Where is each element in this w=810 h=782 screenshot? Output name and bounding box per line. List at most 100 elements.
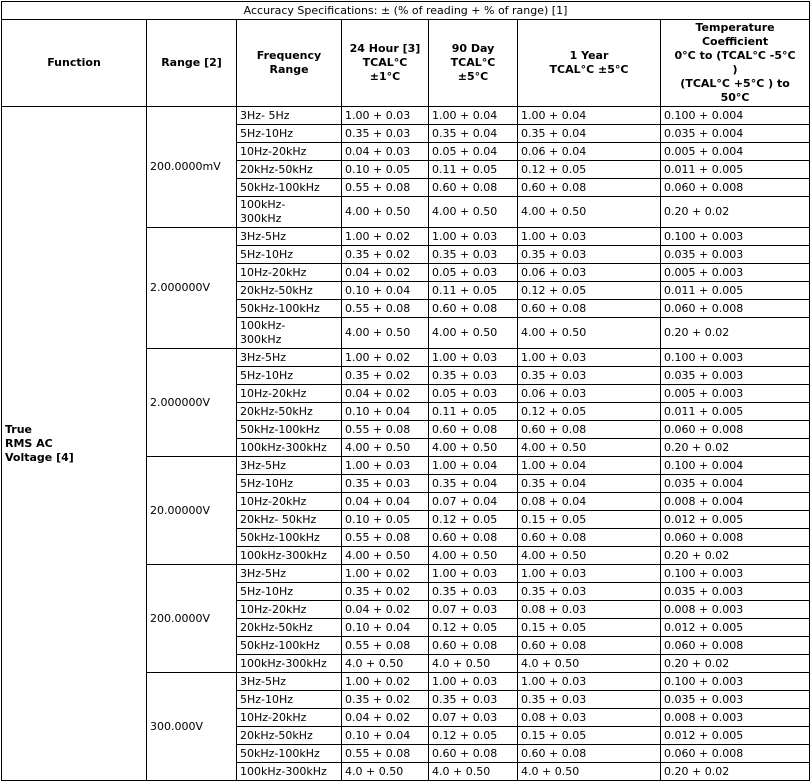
value-cell: 0.060 + 0.008 — [659, 178, 810, 197]
value-cell: 1.00 + 0.02 — [341, 564, 429, 583]
frequency-cell: 3Hz-5Hz — [236, 348, 342, 367]
table-row: 2.000000V 3Hz-5Hz 1.00 + 0.02 1.00 + 0.03 1.… — [2, 227, 810, 349]
value-cell: 0.035 + 0.003 — [659, 245, 810, 264]
frequency-cell: 5Hz-10Hz — [236, 690, 342, 709]
value-cell: 4.0 + 0.50 — [341, 654, 429, 673]
value-cell: 0.10 + 0.04 — [341, 281, 429, 300]
value-cell: 1.00 + 0.03 — [341, 106, 429, 125]
value-cell: 0.06 + 0.03 — [517, 263, 661, 282]
frequency-cell: 10Hz-20kHz — [236, 600, 342, 619]
value-cell: 0.035 + 0.003 — [659, 582, 810, 601]
table-row: 20.00000V 3Hz-5Hz 1.00 + 0.03 1.00 + 0.04 1.… — [2, 456, 810, 565]
frequency-cell: 50kHz-100kHz — [236, 744, 342, 763]
frequency-cell: 10Hz-20kHz — [236, 492, 342, 511]
value-cell: 0.011 + 0.005 — [659, 160, 810, 179]
value-cell: 0.008 + 0.004 — [659, 492, 810, 511]
value-cell: 0.04 + 0.02 — [341, 600, 429, 619]
range-cell: 2.000000V — [146, 348, 237, 457]
frequency-cell: 20kHz-50kHz — [236, 726, 342, 745]
value-cell: 0.04 + 0.02 — [341, 708, 429, 727]
value-cell: 0.08 + 0.03 — [517, 708, 661, 727]
value-cell: 1.00 + 0.02 — [341, 348, 429, 367]
range-cell: 300.000V — [146, 672, 237, 781]
value-cell: 1.00 + 0.03 — [428, 672, 518, 691]
frequency-cell: 50kHz-100kHz — [236, 636, 342, 655]
value-cell: 0.35 + 0.04 — [517, 124, 661, 143]
value-cell: 0.100 + 0.003 — [659, 348, 810, 367]
value-cell: 0.08 + 0.03 — [517, 600, 661, 619]
table-row: 50kHz-100kHz 0.55 + 0.08 0.60 + 0.08 0.60 +… — [2, 528, 810, 547]
value-cell: 0.12 + 0.05 — [517, 281, 661, 300]
value-cell: 0.20 + 0.02 — [659, 317, 810, 349]
value-cell: 0.12 + 0.05 — [517, 160, 661, 179]
value-cell: 0.060 + 0.008 — [659, 420, 810, 439]
value-cell: 0.60 + 0.08 — [428, 178, 518, 197]
value-cell: 0.20 + 0.02 — [659, 438, 810, 457]
value-cell: 0.035 + 0.004 — [659, 124, 810, 143]
value-cell: 0.15 + 0.05 — [517, 726, 661, 745]
value-cell: 1.00 + 0.03 — [517, 227, 661, 246]
value-cell: 1.00 + 0.04 — [428, 456, 518, 475]
value-cell: 4.0 + 0.50 — [428, 762, 518, 781]
value-cell: 0.011 + 0.005 — [659, 402, 810, 421]
value-cell: 4.00 + 0.50 — [517, 317, 661, 349]
value-cell: 0.060 + 0.008 — [659, 528, 810, 547]
table-row: 300.000V 3Hz-5Hz 1.00 + 0.02 1.00 + 0.03 1.0… — [2, 672, 810, 781]
value-cell: 0.04 + 0.03 — [341, 142, 429, 161]
table-row: 10Hz-20kHz 0.04 + 0.03 0.05 + 0.04 0.06 + 0… — [2, 142, 810, 161]
value-cell: 0.04 + 0.02 — [341, 263, 429, 282]
column-header-frequency: Frequency Range — [236, 19, 342, 107]
value-cell: 0.100 + 0.004 — [659, 106, 810, 125]
value-cell: 0.10 + 0.05 — [341, 510, 429, 529]
value-cell: 0.35 + 0.03 — [517, 582, 661, 601]
value-cell: 0.60 + 0.08 — [517, 744, 661, 763]
value-cell: 0.11 + 0.05 — [428, 281, 518, 300]
value-cell: 1.00 + 0.03 — [517, 348, 661, 367]
value-cell: 1.00 + 0.03 — [517, 672, 661, 691]
value-cell: 4.00 + 0.50 — [517, 196, 661, 228]
frequency-cell: 5Hz-10Hz — [236, 245, 342, 264]
value-cell: 4.00 + 0.50 — [341, 438, 429, 457]
value-cell: 0.35 + 0.04 — [428, 124, 518, 143]
frequency-cell: 5Hz-10Hz — [236, 366, 342, 385]
range-cell: 20.00000V — [146, 456, 237, 565]
frequency-cell: 20kHz-50kHz — [236, 402, 342, 421]
frequency-cell: 5Hz-10Hz — [236, 124, 342, 143]
table-row: 5Hz-10Hz 0.35 + 0.02 0.35 + 0.03 0.35 + 0.0… — [2, 245, 810, 264]
value-cell: 0.35 + 0.03 — [341, 124, 429, 143]
value-cell: 0.10 + 0.04 — [341, 618, 429, 637]
column-header-1year: 1 Year TCAL°C ±5°C — [517, 19, 661, 107]
value-cell: 0.060 + 0.008 — [659, 299, 810, 318]
value-cell: 0.60 + 0.08 — [517, 178, 661, 197]
table-row: 50kHz-100kHz 0.55 + 0.08 0.60 + 0.08 0.60 +… — [2, 299, 810, 318]
value-cell: 0.005 + 0.004 — [659, 142, 810, 161]
frequency-cell: 50kHz-100kHz — [236, 528, 342, 547]
value-cell: 0.35 + 0.02 — [341, 582, 429, 601]
value-cell: 4.00 + 0.50 — [428, 317, 518, 349]
table-row: 5Hz-10Hz 0.35 + 0.03 0.35 + 0.04 0.35 + 0.0… — [2, 474, 810, 493]
value-cell: 1.00 + 0.03 — [428, 227, 518, 246]
value-cell: 0.035 + 0.003 — [659, 690, 810, 709]
value-cell: 1.00 + 0.03 — [341, 456, 429, 475]
spec-table-body: True RMS AC Voltage [4] 200.0000mV 3Hz- 5H… — [1, 106, 810, 781]
value-cell: 4.0 + 0.50 — [428, 654, 518, 673]
value-cell: 0.08 + 0.04 — [517, 492, 661, 511]
value-cell: 4.00 + 0.50 — [428, 438, 518, 457]
value-cell: 0.060 + 0.008 — [659, 744, 810, 763]
value-cell: 0.20 + 0.02 — [659, 762, 810, 781]
value-cell: 0.012 + 0.005 — [659, 618, 810, 637]
value-cell: 0.35 + 0.02 — [341, 690, 429, 709]
frequency-cell: 100kHz- 300kHz — [236, 317, 342, 349]
table-row: 200.0000V 3Hz-5Hz 1.00 + 0.02 1.00 + 0.03 1.… — [2, 564, 810, 673]
table-row: 100kHz-300kHz 4.00 + 0.50 4.00 + 0.50 4.00 … — [2, 438, 810, 457]
value-cell: 1.00 + 0.02 — [341, 672, 429, 691]
table-row: 100kHz- 300kHz 4.00 + 0.50 4.00 + 0.50 4.00… — [2, 196, 810, 228]
value-cell: 0.60 + 0.08 — [428, 299, 518, 318]
range-cell: 2.000000V — [146, 227, 237, 349]
table-row: 5Hz-10Hz 0.35 + 0.03 0.35 + 0.04 0.35 + 0.0… — [2, 124, 810, 143]
table-title: Accuracy Specifications: ± (% of reading… — [0, 1, 810, 20]
frequency-cell: 100kHz-300kHz — [236, 654, 342, 673]
table-row: 50kHz-100kHz 0.55 + 0.08 0.60 + 0.08 0.60 +… — [2, 420, 810, 439]
table-row: 50kHz-100kHz 0.55 + 0.08 0.60 + 0.08 0.60 +… — [2, 744, 810, 763]
